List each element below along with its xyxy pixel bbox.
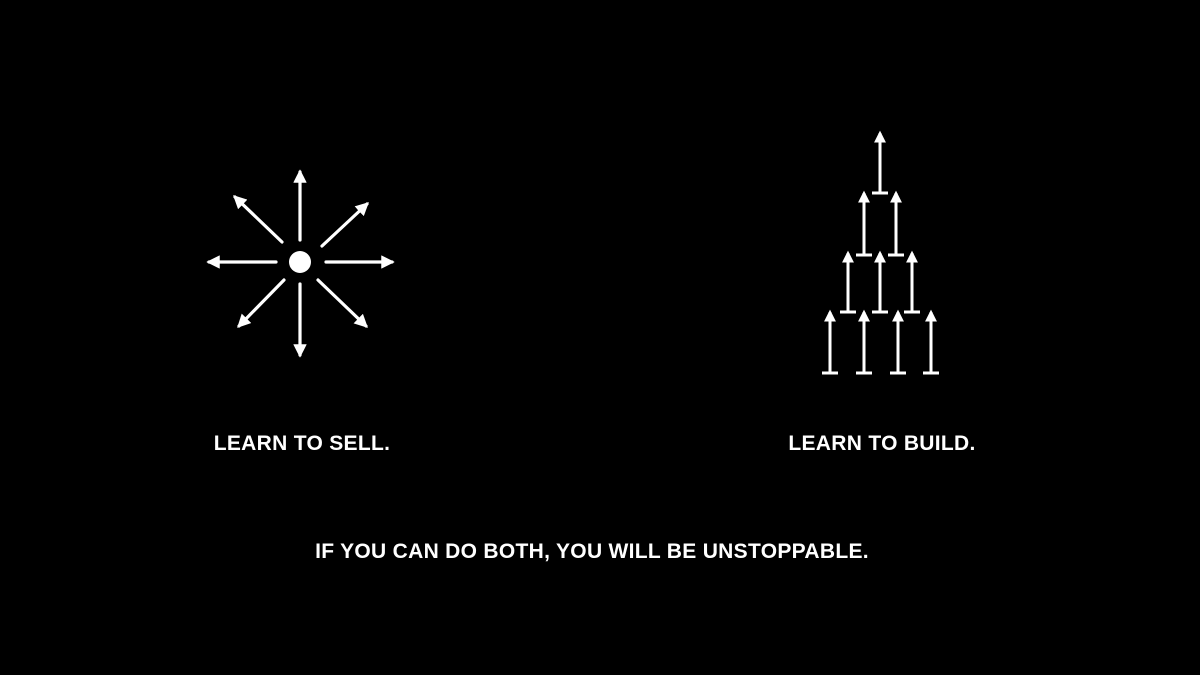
row-4	[822, 309, 939, 375]
arrow-up-left	[233, 195, 284, 244]
row-3	[840, 250, 920, 314]
row-2	[856, 190, 904, 257]
arrow-down-left	[237, 278, 286, 328]
tagline: IF YOU CAN DO BOTH, YOU WILL BE UNSTOPPA…	[315, 540, 869, 563]
arrow-up-right	[320, 202, 369, 248]
stacked-arrows-pyramid-icon	[822, 130, 939, 375]
arrow-down-right	[316, 278, 368, 328]
burst-arrows-icon	[206, 169, 395, 358]
row-1	[872, 130, 888, 195]
build-label: LEARN TO BUILD.	[788, 432, 976, 455]
sell-label: LEARN TO SELL.	[213, 432, 391, 455]
center-dot	[289, 251, 311, 273]
